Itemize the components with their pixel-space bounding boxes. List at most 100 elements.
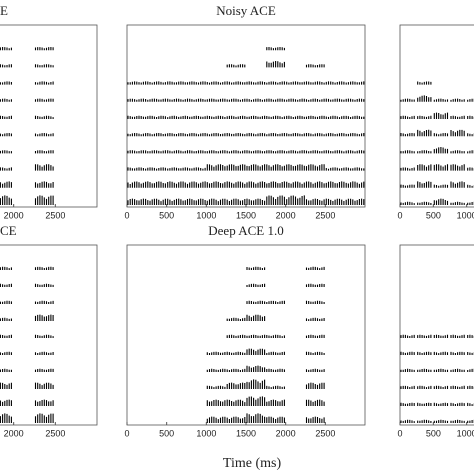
pulse-block	[400, 184, 415, 188]
pulse-block	[450, 164, 465, 171]
pulse-block	[467, 184, 474, 188]
pulse-block	[266, 368, 285, 372]
pulse-block	[206, 133, 226, 137]
pulse-block	[417, 368, 432, 372]
pulse-block	[286, 150, 305, 154]
pulse-block	[305, 98, 325, 102]
pulse-block	[433, 402, 449, 406]
pulse-block	[400, 368, 415, 372]
pulse-block	[417, 385, 432, 389]
pulse-block	[206, 150, 226, 154]
pulse-block	[34, 399, 54, 406]
pulse-block	[0, 47, 12, 51]
x-tick-label: 2500	[45, 428, 65, 438]
pulse-block	[266, 133, 285, 137]
pulse-block	[34, 164, 54, 171]
pulse-block	[345, 198, 365, 205]
pulse-block	[206, 368, 226, 372]
pulse-block	[0, 98, 12, 102]
pulse-block	[186, 150, 206, 154]
pulse-block	[206, 351, 226, 355]
pulse-block	[286, 81, 305, 85]
pulse-block	[305, 300, 325, 304]
x-tick-label: 2500	[315, 210, 335, 220]
pulse-block	[246, 396, 266, 406]
pulse-block	[305, 115, 325, 119]
panel-title: CE	[0, 223, 17, 238]
pulse-block	[167, 98, 186, 102]
pulse-block	[147, 167, 166, 171]
pulse-block	[246, 283, 266, 287]
pulse-block	[417, 181, 432, 188]
pulse-block	[286, 181, 305, 188]
pulse-block	[400, 167, 415, 171]
pulse-block	[147, 150, 166, 154]
pulse-block	[325, 81, 345, 85]
pulse-block	[246, 266, 266, 270]
pulse-block	[266, 351, 285, 355]
pulse-block	[266, 334, 285, 338]
pulse-block	[345, 81, 365, 85]
pulse-block	[34, 382, 54, 389]
pulse-block	[34, 195, 54, 205]
pulse-block	[206, 98, 226, 102]
pulse-block	[147, 198, 166, 205]
pulse-block	[226, 317, 246, 321]
pulse-block	[147, 81, 166, 85]
pulse-block	[286, 133, 305, 137]
pulse-block	[246, 348, 266, 355]
pulse-block	[226, 64, 246, 68]
pulse-block	[34, 64, 54, 68]
pulse-block	[127, 115, 147, 119]
pulse-block	[433, 368, 449, 372]
pulse-block	[0, 382, 12, 389]
pulse-block	[305, 181, 325, 188]
pulse-block	[0, 64, 12, 68]
panel-title: Deep ACE 1.0	[208, 223, 283, 238]
x-tick-label: 0	[124, 428, 129, 438]
pulse-block	[0, 300, 12, 304]
pulse-block	[433, 184, 449, 188]
pulse-block	[34, 334, 54, 338]
pulse-block	[186, 181, 206, 188]
pulse-block	[186, 81, 206, 85]
pulse-block	[450, 150, 465, 154]
pulse-block	[305, 150, 325, 154]
x-tick-label: 1500	[236, 210, 256, 220]
x-tick-label: 0	[397, 428, 402, 438]
pulse-block	[325, 98, 345, 102]
pulse-block	[0, 181, 12, 188]
pulse-block	[305, 351, 325, 355]
pulse-block	[167, 133, 186, 137]
pulse-block	[167, 81, 186, 85]
pulse-block	[417, 81, 432, 85]
pulse-block	[127, 81, 147, 85]
plot-frame	[0, 24, 98, 208]
pulse-block	[34, 81, 54, 85]
x-tick-label: 0	[397, 210, 402, 220]
pulse-block	[286, 98, 305, 102]
pulse-block	[305, 283, 325, 287]
pulse-block	[286, 164, 305, 171]
pulse-block	[266, 385, 285, 389]
pulse-block	[266, 61, 285, 68]
pulse-block	[186, 198, 206, 205]
pulse-block	[450, 181, 465, 188]
pulse-block	[305, 64, 325, 68]
pulse-block	[433, 351, 449, 355]
pulse-block	[206, 181, 226, 188]
pulse-block	[417, 334, 432, 338]
pulse-block	[246, 379, 266, 389]
pulse-block	[226, 334, 246, 338]
pulse-block	[226, 416, 246, 423]
pulse-block	[147, 115, 166, 119]
pulse-block	[186, 115, 206, 119]
pulse-block	[226, 115, 246, 119]
pulse-block	[246, 314, 266, 321]
pulse-block	[226, 382, 246, 389]
x-tick-label: 500	[426, 428, 441, 438]
pulse-block	[400, 351, 415, 355]
pulse-block	[226, 150, 246, 154]
pulse-block	[305, 382, 325, 389]
